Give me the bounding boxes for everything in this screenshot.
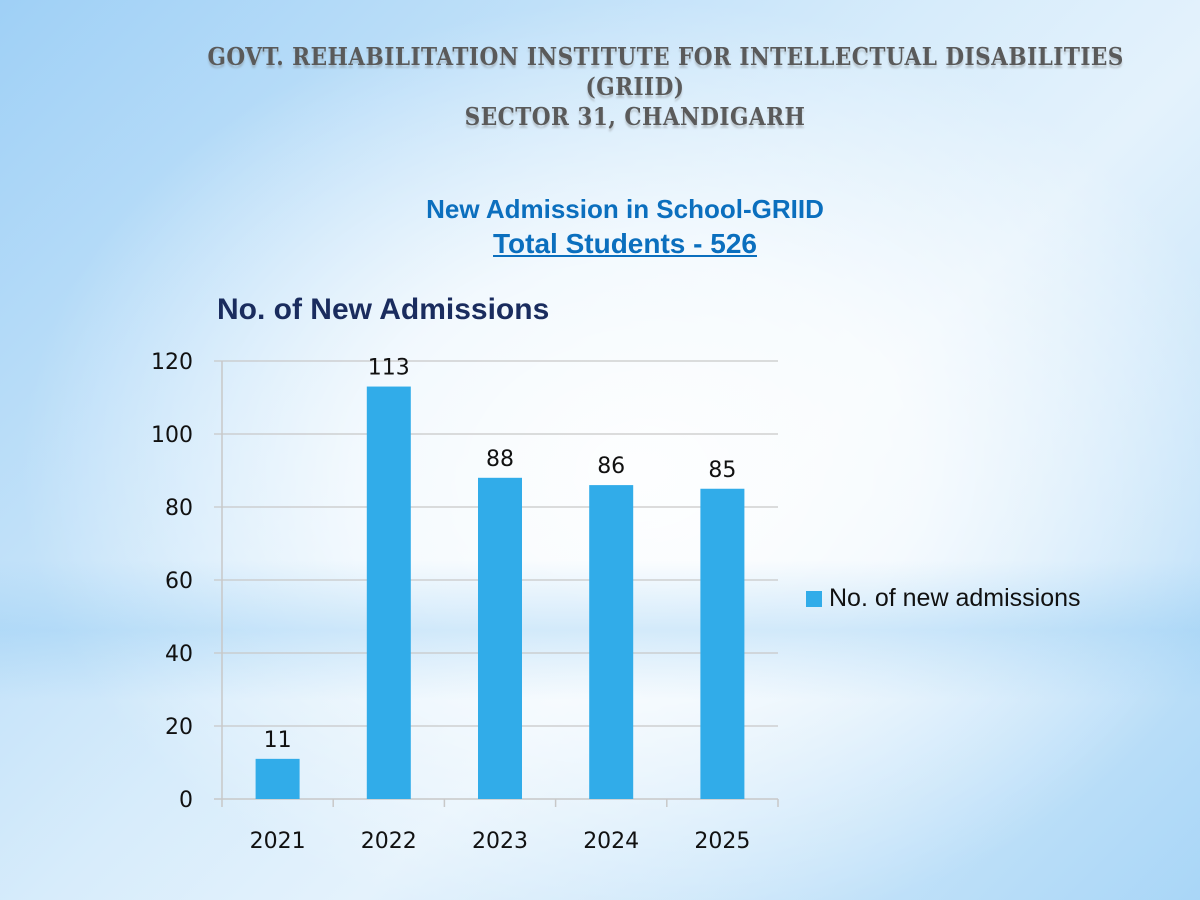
data-labels: 11 113 88 86 85 (264, 356, 737, 753)
header-line-2: (GRIID) (585, 72, 685, 101)
y-tick-labels: 0 20 40 60 80 100 120 (151, 350, 193, 813)
bar-2023 (478, 477, 522, 799)
legend-label: No. of new admissions (829, 584, 1081, 612)
bar-2022 (366, 386, 411, 799)
x-tick-label: 2021 (250, 829, 306, 854)
x-tick-label: 2025 (694, 829, 750, 854)
y-tick-label: 40 (165, 642, 193, 667)
data-label: 113 (368, 356, 410, 381)
data-label: 86 (597, 454, 625, 479)
subtitle-line-1: New Admission in School-GRIID (426, 194, 824, 224)
header-line-3: SECTOR 31, CHANDIGARH (464, 102, 806, 131)
slide-subtitle: New Admission in School-GRIID Total Stud… (300, 192, 950, 262)
data-label: 85 (708, 458, 736, 483)
x-tick-labels: 2021 2022 2023 2024 2025 (250, 829, 751, 854)
legend-swatch (806, 590, 822, 607)
bar-2021 (255, 758, 300, 799)
data-label: 88 (486, 447, 514, 472)
x-tick-label: 2022 (361, 829, 417, 854)
subtitle-total-students: Total Students - 526 (493, 228, 757, 259)
data-label: 11 (264, 728, 292, 753)
y-tick-label: 60 (165, 569, 193, 594)
header-line-1: GOVT. REHABILITATION INSTITUTE FOR INTEL… (207, 42, 1124, 71)
y-tick-label: 20 (165, 715, 193, 740)
x-tick-label: 2023 (472, 829, 528, 854)
y-tick-label: 80 (165, 496, 193, 521)
bar-2025 (700, 488, 745, 799)
institute-header: GOVT. REHABILITATION INSTITUTE FOR INTEL… (207, 42, 1124, 132)
bars (255, 386, 745, 799)
y-tick-label: 120 (151, 350, 193, 375)
y-tick-label: 0 (179, 788, 193, 813)
bar-2024 (589, 485, 634, 799)
chart-title: No. of New Admissions (217, 293, 550, 326)
y-tick-label: 100 (151, 423, 193, 448)
x-tick-label: 2024 (583, 829, 639, 854)
chart-legend: No. of new admissions (806, 584, 1081, 613)
